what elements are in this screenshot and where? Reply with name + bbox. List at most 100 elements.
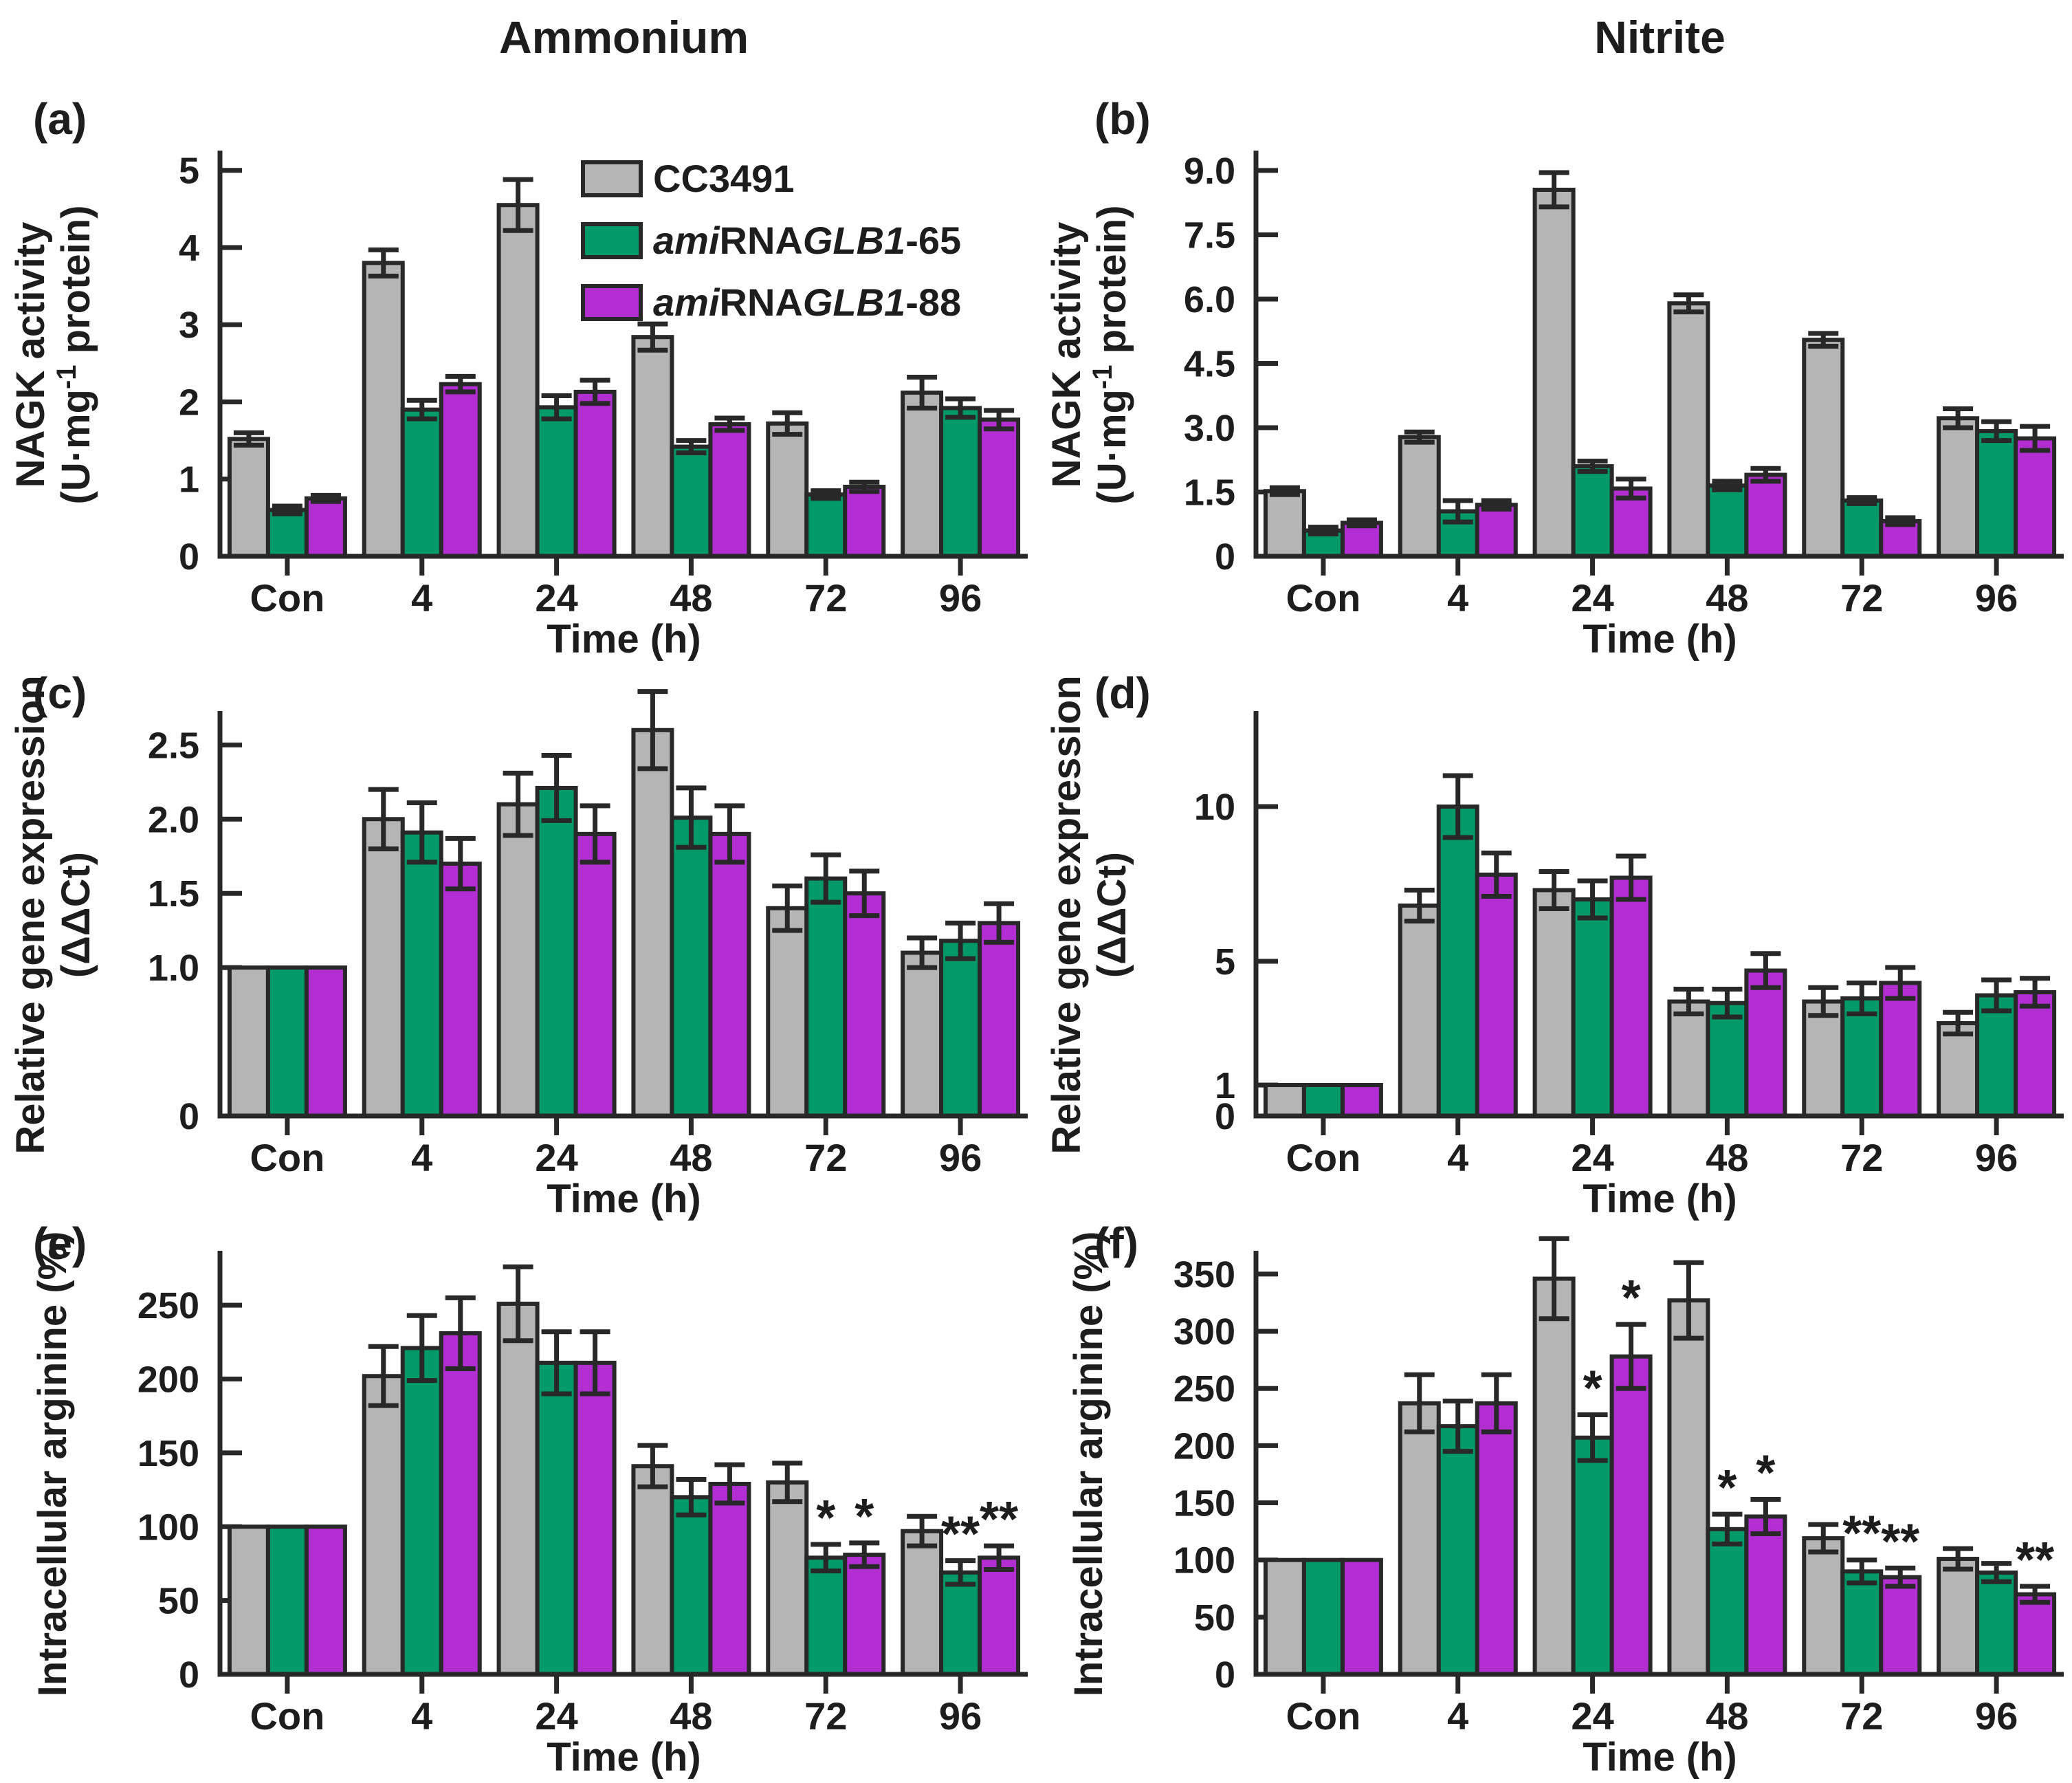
bar-c-Con bbox=[265, 965, 309, 1118]
bar-d-24 bbox=[1609, 875, 1653, 1118]
bar-e-96 bbox=[939, 1570, 982, 1677]
legend-swatch bbox=[581, 160, 643, 197]
bar-d-4 bbox=[1475, 873, 1518, 1118]
bar-c-Con bbox=[304, 965, 347, 1118]
bar-f-Con bbox=[1263, 1557, 1306, 1677]
y-tick-label: 1.5 bbox=[148, 873, 199, 915]
bar-d-48 bbox=[1744, 968, 1787, 1118]
panel-d-chart: (d)Relative gene expression (ΔΔCt) 01 5 10 Co… bbox=[1044, 668, 2064, 1221]
series-amiRNAGLB1-65 bbox=[265, 752, 982, 1119]
significance-mark: * bbox=[816, 1491, 835, 1546]
x-tick-label: 96 bbox=[1975, 576, 2018, 620]
bar-a-72 bbox=[804, 492, 848, 559]
bar-d-Con bbox=[1340, 1083, 1383, 1118]
y-tick-label: 250 bbox=[137, 1285, 199, 1326]
bar-a-48 bbox=[670, 444, 713, 558]
y-tick-label: 200 bbox=[1173, 1425, 1235, 1467]
x-tick-label: 4 bbox=[411, 576, 432, 620]
bar-a-24 bbox=[535, 405, 578, 558]
bar-b-24 bbox=[1571, 464, 1614, 558]
x-tick-label: Con bbox=[1286, 1694, 1360, 1738]
y-tick-label: 250 bbox=[1173, 1368, 1235, 1410]
series-CC3491 bbox=[1263, 1236, 1980, 1677]
bar-f-24 bbox=[1532, 1276, 1576, 1676]
bar-f-96 bbox=[1937, 1557, 1980, 1676]
series-CC3491 bbox=[1263, 869, 1980, 1118]
significance-mark: * bbox=[1717, 1461, 1737, 1516]
bar-a-96 bbox=[978, 417, 1021, 558]
y-tick-label: 200 bbox=[137, 1359, 199, 1401]
bar-c-4 bbox=[439, 862, 482, 1118]
bar-b-4 bbox=[1475, 503, 1518, 558]
y-tick-label: 2.5 bbox=[148, 725, 199, 766]
x-tick-label: 48 bbox=[1706, 1694, 1748, 1738]
bar-d-4 bbox=[1436, 805, 1479, 1118]
bar-f-24 bbox=[1609, 1354, 1653, 1676]
y-tick-label: 5 bbox=[1215, 941, 1235, 983]
bar-e-96 bbox=[978, 1555, 1021, 1677]
bar-b-72 bbox=[1840, 498, 1884, 559]
x-tick-label: Con bbox=[1286, 1136, 1360, 1179]
significance-mark: ** bbox=[941, 1507, 980, 1562]
bar-c-48 bbox=[631, 728, 674, 1119]
y-tick-label: 1.0 bbox=[148, 948, 199, 989]
bar-e-24 bbox=[496, 1302, 540, 1677]
bar-e-4 bbox=[400, 1346, 443, 1676]
bar-d-Con bbox=[1263, 1083, 1306, 1118]
panel-letter-a: (a) bbox=[33, 94, 87, 144]
x-tick-label: 48 bbox=[670, 1136, 712, 1179]
y-tick-label: 150 bbox=[1173, 1483, 1235, 1524]
bar-f-4 bbox=[1475, 1401, 1518, 1676]
bar-c-4 bbox=[362, 817, 405, 1118]
legend-label: amiRNAGLB1-65 bbox=[653, 219, 961, 262]
bar-a-4 bbox=[362, 261, 405, 558]
y-tick-label: 350 bbox=[1173, 1254, 1235, 1295]
x-tick-label: 72 bbox=[804, 576, 847, 620]
y-tick-label: 1 bbox=[179, 459, 199, 501]
x-tick-label: Con bbox=[1286, 576, 1360, 620]
bar-e-72 bbox=[804, 1555, 848, 1677]
legend-swatch bbox=[581, 284, 643, 321]
significance-mark: ** bbox=[1881, 1514, 1919, 1569]
y-tick-label: 5 bbox=[179, 151, 199, 192]
bar-a-24 bbox=[573, 389, 617, 559]
series-amiRNAGLB1-65: **** bbox=[1301, 1361, 2018, 1677]
y-tick-label: 2 bbox=[179, 382, 199, 423]
y-tick-label: 300 bbox=[1173, 1311, 1235, 1353]
x-tick-label: 96 bbox=[939, 576, 982, 620]
panel-a-chart: (a) NAGK activity (U·mg-1 protein) 0 1 2 3 4 5 Co… bbox=[8, 94, 1028, 661]
legend-swatch bbox=[581, 222, 643, 259]
x-tick-label: 4 bbox=[411, 1136, 432, 1179]
y-tick-label: 0 bbox=[1215, 536, 1235, 578]
bar-e-72 bbox=[766, 1480, 809, 1676]
bar-e-4 bbox=[439, 1331, 482, 1677]
x-tick-label: 24 bbox=[535, 1136, 577, 1179]
y-axis-label-a: (U·mg-1 protein) bbox=[52, 205, 98, 504]
bar-a-48 bbox=[708, 422, 751, 558]
x-tick-label: 48 bbox=[1706, 1136, 1748, 1179]
bar-d-48 bbox=[1706, 1000, 1749, 1118]
y-tick-label: 10 bbox=[1194, 787, 1235, 828]
bar-b-24 bbox=[1532, 187, 1576, 558]
bar-a-4 bbox=[439, 382, 482, 558]
bar-f-48 bbox=[1744, 1514, 1787, 1676]
bar-c-Con bbox=[227, 965, 270, 1118]
significance-mark: ** bbox=[980, 1492, 1018, 1547]
series-CC3491 bbox=[227, 177, 944, 559]
x-tick-label: Con bbox=[250, 576, 324, 620]
y-axis-label-c: (ΔΔCt) bbox=[54, 852, 98, 978]
bar-d-72 bbox=[1802, 999, 1845, 1118]
x-axis-label: Time (h) bbox=[1583, 1735, 1737, 1780]
panel-f-chart: (f)Intracellular arginine (%) 0 50 100 150 20… bbox=[1066, 1218, 2064, 1780]
bar-d-48 bbox=[1667, 999, 1710, 1118]
x-tick-label: 4 bbox=[1447, 1136, 1468, 1179]
panel-letter-b: (b) bbox=[1094, 94, 1151, 144]
y-tick-label: 6.0 bbox=[1184, 279, 1235, 320]
x-axis-label: Time (h) bbox=[1583, 1177, 1737, 1221]
x-tick-label: 24 bbox=[535, 1694, 577, 1738]
series-amiRNAGLB1-88 bbox=[1340, 851, 2057, 1118]
x-tick-label: 96 bbox=[1975, 1136, 2018, 1179]
legend: CC3491 amiRNAGLB1-65 amiRNAGLB1-88 bbox=[581, 157, 961, 324]
x-tick-label: 48 bbox=[670, 576, 712, 620]
y-tick-label: 100 bbox=[1173, 1540, 1235, 1582]
